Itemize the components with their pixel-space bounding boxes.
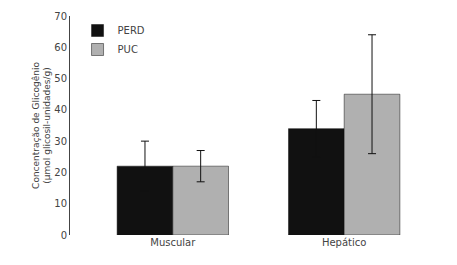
svg-text:0: 0: [61, 230, 67, 241]
svg-text:PERD: PERD: [118, 25, 145, 36]
svg-text:70: 70: [54, 11, 67, 22]
svg-text:40: 40: [54, 104, 67, 115]
svg-text:Muscular: Muscular: [150, 237, 196, 248]
svg-text:10: 10: [54, 198, 67, 209]
svg-text:30: 30: [54, 136, 67, 147]
svg-text:20: 20: [54, 167, 67, 178]
svg-text:60: 60: [54, 42, 67, 53]
svg-text:PUC: PUC: [118, 44, 138, 55]
svg-text:Concentração de Glicogênio(µmo: Concentração de Glicogênio(µmol glicosil…: [31, 62, 53, 189]
svg-text:Hepático: Hepático: [322, 237, 366, 248]
svg-text:50: 50: [54, 73, 67, 84]
